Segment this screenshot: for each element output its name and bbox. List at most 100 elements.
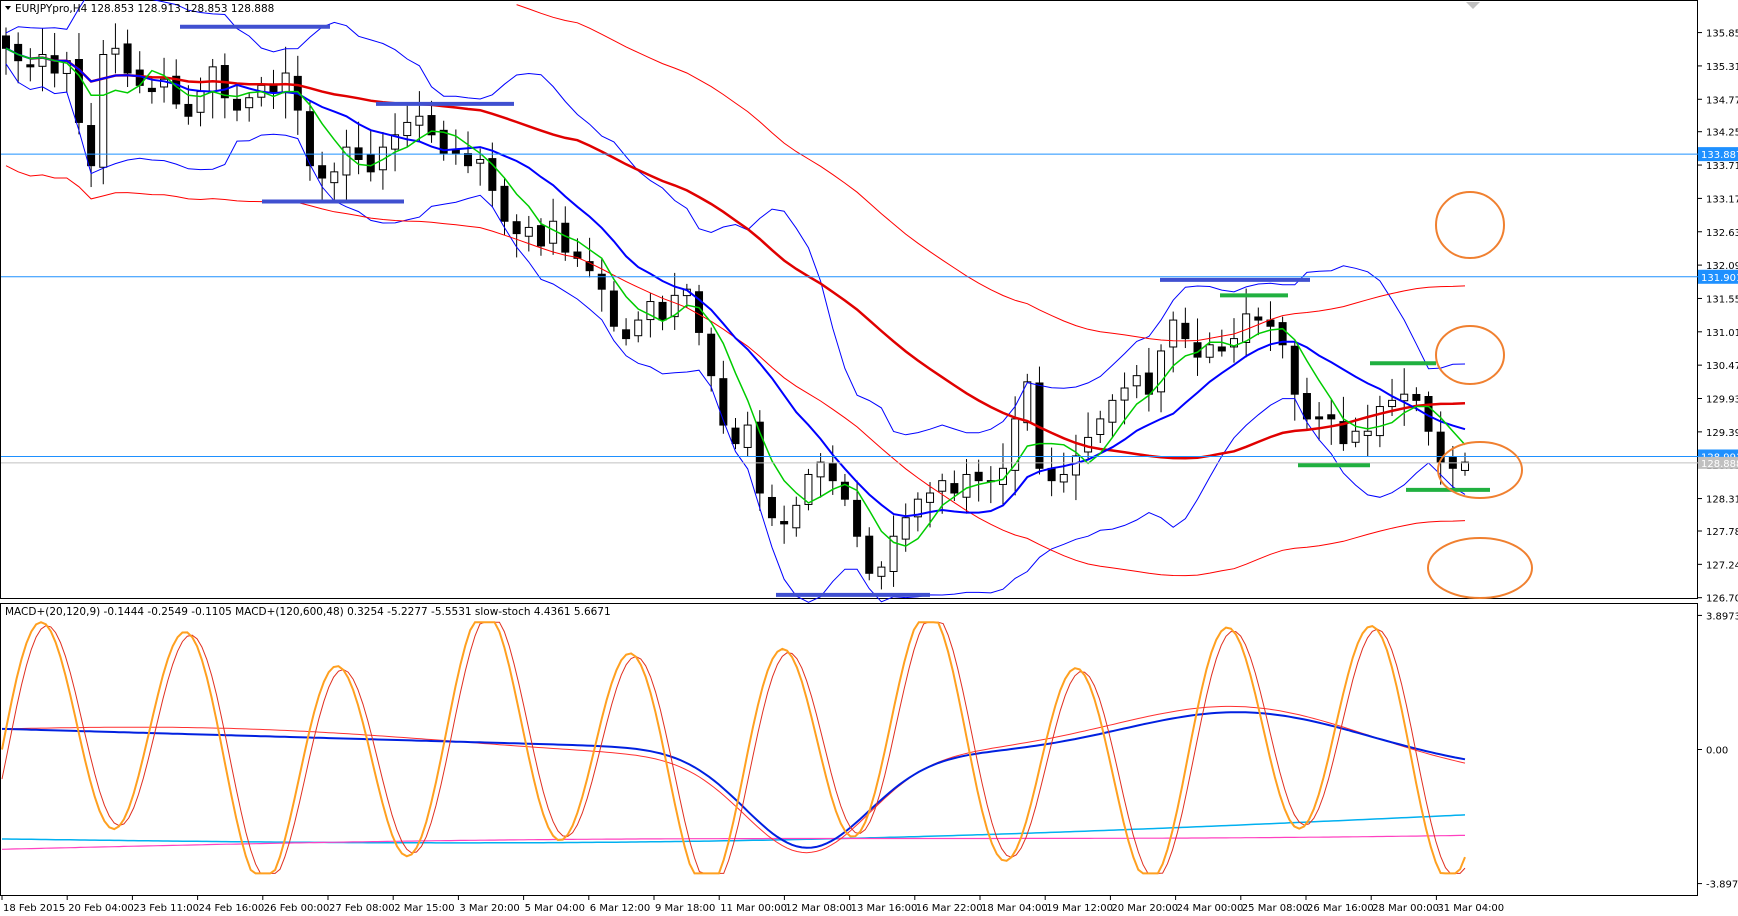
candle-body xyxy=(816,461,825,478)
time-tick-label: 18 Mar 04:00 xyxy=(981,903,1048,914)
candle-body xyxy=(1023,381,1032,424)
price-tick-label: 135.855 xyxy=(1706,29,1738,40)
candle-body xyxy=(1327,414,1336,420)
time-tick-label: 11 Mar 00:00 xyxy=(720,903,787,914)
time-tick-label: 18 Feb 2015 xyxy=(3,903,65,914)
candle-body xyxy=(50,55,59,74)
candle-body xyxy=(792,504,801,529)
price-tick-label: 128.310 xyxy=(1706,495,1738,506)
candle-body xyxy=(342,146,351,176)
candle-body xyxy=(853,499,862,537)
candle-body xyxy=(524,226,533,237)
current-price-tag xyxy=(1698,456,1738,469)
candle-body xyxy=(391,134,400,150)
candle-body xyxy=(1363,430,1372,436)
time-tick-label: 26 Feb 00:00 xyxy=(264,903,330,914)
candle-body xyxy=(573,251,582,259)
price-tick-label: 129.390 xyxy=(1706,428,1738,439)
highlight-circle xyxy=(1437,441,1523,499)
candle-body xyxy=(512,221,521,235)
level-price-tag xyxy=(1698,147,1738,162)
candle-body xyxy=(1290,345,1299,395)
candle-body xyxy=(1229,338,1238,348)
time-tick-label: 20 Feb 04:00 xyxy=(68,903,134,914)
candle-body xyxy=(439,129,448,154)
main-plot-area xyxy=(1,0,1698,603)
candle-body xyxy=(1436,431,1445,463)
candle-body xyxy=(488,158,497,191)
candle-body xyxy=(901,517,910,540)
chart-shift-marker-icon[interactable] xyxy=(1466,2,1480,9)
candle-body xyxy=(719,378,728,426)
price-tick-label: 132.630 xyxy=(1706,228,1738,239)
candle-body xyxy=(26,64,35,68)
macd-short-main-line xyxy=(1,711,1466,849)
indicator-tick-label: 0.00 xyxy=(1706,746,1728,757)
candle-body xyxy=(670,294,679,318)
time-tick-label: 24 Mar 00:00 xyxy=(1177,903,1244,914)
time-tick-label: 5 Mar 04:00 xyxy=(525,903,585,914)
candle-body xyxy=(962,473,971,498)
ma-blue-line xyxy=(5,47,1466,518)
price-tick-label: 133.710 xyxy=(1706,161,1738,172)
candle-body xyxy=(1278,322,1287,346)
candle-body xyxy=(1375,406,1384,437)
candle-body xyxy=(743,424,752,448)
candle-body xyxy=(415,115,424,126)
candle-body xyxy=(1388,399,1397,408)
stoch-main-line xyxy=(1,621,1466,875)
candle-body xyxy=(865,535,874,574)
candle-body xyxy=(184,103,193,117)
indicator-plot-area xyxy=(1,621,1466,875)
indicator-header: MACD+(20,120,9) -0.1444 -0.2549 -0.1105 … xyxy=(5,606,611,618)
main-chart-frame[interactable] xyxy=(0,0,1698,599)
indicator-tick-label: 3.8973 xyxy=(1706,611,1738,622)
candle-body xyxy=(427,115,436,136)
candle-body xyxy=(403,121,412,137)
price-tick-label: 126.705 xyxy=(1706,594,1738,605)
candle-body xyxy=(1120,387,1129,401)
price-tick-label: 133.170 xyxy=(1706,194,1738,205)
highlight-circle xyxy=(1435,191,1505,259)
highlight-circle xyxy=(1427,537,1533,599)
macd-short-signal-line xyxy=(1,705,1466,854)
candle-body xyxy=(1205,344,1214,358)
dropdown-triangle-icon[interactable] xyxy=(5,6,11,10)
level-price-tag-label: 133.887 xyxy=(1701,150,1738,161)
time-tick-label: 20 Mar 20:00 xyxy=(1111,903,1178,914)
candle-body xyxy=(707,333,716,377)
indicator-frame[interactable] xyxy=(0,603,1698,896)
candle-body xyxy=(1132,375,1141,387)
candle-body xyxy=(1108,399,1117,423)
candle-body xyxy=(366,154,375,173)
price-tick-label: 135.315 xyxy=(1706,62,1738,73)
ma-red-line xyxy=(30,56,1466,460)
price-tick-label: 132.090 xyxy=(1706,261,1738,272)
candle-body xyxy=(305,111,314,167)
candle-body xyxy=(1157,350,1166,393)
candle-body xyxy=(804,473,813,505)
candle-body xyxy=(172,75,181,105)
time-tick-label: 12 Mar 08:00 xyxy=(785,903,852,914)
candle-body xyxy=(597,273,606,290)
candle-body xyxy=(318,165,327,179)
candle-body xyxy=(950,483,959,494)
candle-body xyxy=(500,185,509,222)
candle-body xyxy=(609,290,618,327)
candle-body xyxy=(1461,461,1469,471)
candle-body xyxy=(1071,455,1080,476)
time-tick-label: 6 Mar 12:00 xyxy=(590,903,650,914)
candle-body xyxy=(585,261,594,272)
candle-body xyxy=(464,153,473,167)
candle-body xyxy=(1339,421,1348,445)
highlight-circle xyxy=(1435,325,1505,385)
candle-body xyxy=(877,566,886,577)
macd-long-signal-line xyxy=(1,834,1465,850)
current-price-tag-label: 128.888 xyxy=(1701,459,1738,470)
candle-body xyxy=(1400,393,1409,402)
time-tick-label: 31 Mar 04:00 xyxy=(1437,903,1504,914)
price-tick-label: 127.785 xyxy=(1706,527,1738,538)
stoch-signal-line xyxy=(1,621,1466,874)
candle-body xyxy=(1169,319,1178,348)
